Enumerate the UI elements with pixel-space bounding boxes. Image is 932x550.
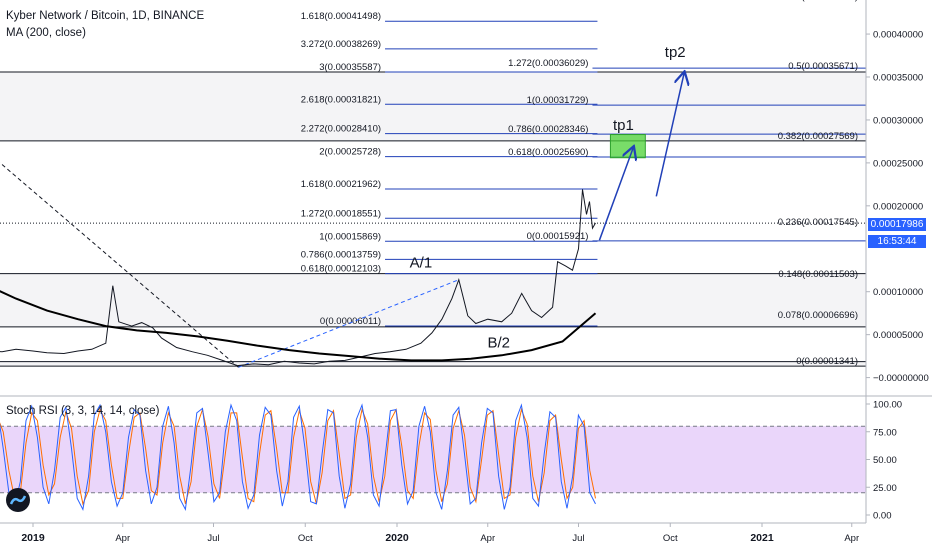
countdown-tag: 16:53:44: [868, 235, 926, 248]
fib-level-label: 1.618(0.00021962): [301, 179, 381, 190]
target-zone-box: [609, 134, 646, 159]
y-tick-label: 0.00020000: [873, 201, 923, 212]
fib-level-label: 1.618(0.00041498): [301, 11, 381, 22]
rsi-tick-label: 25.00: [873, 483, 897, 494]
stoch-rsi-legend: Stoch RSI (3, 3, 14, 14, close): [6, 405, 160, 417]
y-tick-label: 0.00025000: [873, 158, 923, 169]
x-tick-label: 2019: [21, 532, 45, 544]
y-tick-label: 0.00005000: [873, 330, 923, 341]
fib-level-label: 0.236(0.00017545): [778, 217, 858, 228]
fib-level-label: 0.618(0.00025690): [508, 147, 588, 158]
y-tick-label: 0.00040000: [873, 30, 923, 41]
target-arrow: [598, 147, 633, 241]
rsi-tick-label: 0.00: [873, 511, 892, 522]
dashed-trend-line: [238, 279, 460, 368]
fib-level-label: 0.786(0.00028346): [508, 124, 588, 135]
x-tick-label: Oct: [663, 533, 678, 544]
x-tick-label: 2020: [385, 532, 409, 544]
fib-level-label: 1.272(0.00018551): [301, 208, 381, 219]
level-band: [0, 71, 866, 141]
stoch-rsi-pane: [0, 403, 866, 512]
target-arrow: [655, 73, 684, 197]
price-series-line: [0, 189, 596, 367]
chart-title: Kyber Network / Bitcoin, 1D, BINANCE: [6, 10, 205, 22]
last-price-tag: 0.00017986: [868, 218, 926, 231]
level-band: [0, 361, 866, 367]
rsi-tick-label: 100.00: [873, 400, 902, 411]
fib-level-label: 0.382(0.00027569): [778, 131, 858, 142]
y-tick-label: 0.00010000: [873, 287, 923, 298]
y-tick-label: 0.00035000: [873, 73, 923, 84]
dashed-trend-line: [0, 162, 239, 368]
y-tick-label: 0.00030000: [873, 115, 923, 126]
annotation-label: B/2: [487, 335, 510, 352]
fib-level-label: 2.618(0.00031821): [301, 94, 381, 105]
fib-level-label: 0.5(0.00035671): [788, 61, 858, 72]
fib-level-label: 0.148(0.00011503): [778, 269, 858, 280]
rsi-tick-label: 75.00: [873, 427, 897, 438]
y-tick-label: −0.00000000: [873, 373, 929, 384]
fib-level-label: 0.078(0.00006696): [778, 310, 858, 321]
rsi-tick-label: 50.00: [873, 455, 897, 466]
x-tick-label: Jul: [572, 533, 584, 544]
annotation-label: tp2: [665, 44, 686, 61]
ma-legend: MA (200, close): [6, 27, 86, 39]
stoch-rsi-k-line: [0, 403, 596, 512]
annotation-label: tp1: [613, 117, 634, 134]
fib-level-label: 3(0.00035587): [319, 62, 381, 73]
fib-level-label: 0.618(0.00012103): [301, 264, 381, 275]
x-tick-label: 2021: [750, 532, 774, 544]
fib-level-label: 1(0.00031729): [527, 95, 589, 106]
fib-level-label: 3.272(0.00038269): [301, 39, 381, 50]
x-tick-label: Apr: [480, 533, 495, 544]
tradingview-logo-icon[interactable]: [6, 488, 30, 512]
fib-level-label: 0.618(0.00043772): [778, 0, 858, 3]
main-pane: 1.618(0.00041498) 3.272(0.00038269) 3(0.00…: [0, 0, 866, 368]
fib-level-label: 0(0.00015921): [527, 231, 589, 242]
x-tick-label: Oct: [298, 533, 313, 544]
fib-level-label: 1.272(0.00036029): [508, 58, 588, 69]
x-tick-label: Jul: [207, 533, 219, 544]
fib-level-label: 1(0.00015869): [319, 231, 381, 242]
ma-200-line: [0, 290, 597, 362]
fib-level-label: 0(0.00006011): [320, 316, 381, 327]
x-tick-label: Apr: [115, 533, 130, 544]
fib-level-label: 2(0.00025728): [319, 147, 381, 158]
annotation-label: A/1: [410, 255, 433, 272]
fib-level-label: 2.272(0.00028410): [301, 124, 381, 135]
fib-level-label: 0(0.00001341): [796, 356, 858, 367]
x-tick-label: Apr: [844, 533, 859, 544]
fib-level-label: 0.786(0.00013759): [301, 249, 381, 260]
level-band: [0, 273, 866, 327]
